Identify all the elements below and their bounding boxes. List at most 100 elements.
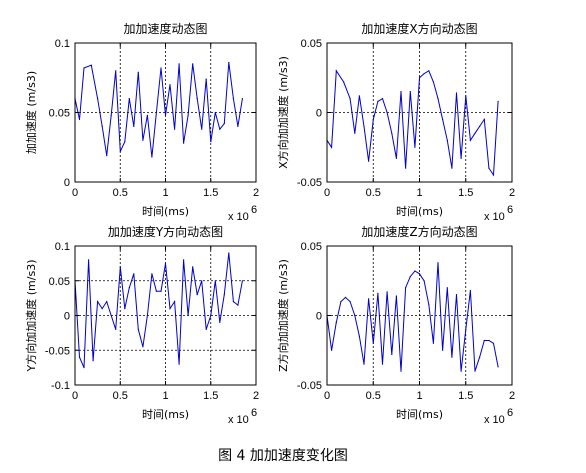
data-point bbox=[155, 111, 157, 114]
data-point bbox=[428, 70, 430, 72]
data-point bbox=[232, 301, 234, 303]
data-point bbox=[110, 314, 112, 317]
data-point bbox=[354, 314, 356, 317]
data-point bbox=[460, 370, 462, 372]
x-tick-label: 1.5 bbox=[458, 187, 473, 199]
data-point bbox=[474, 132, 476, 134]
data-point bbox=[460, 157, 462, 159]
data-point bbox=[241, 98, 243, 100]
data-point bbox=[497, 366, 499, 368]
data-point bbox=[414, 270, 416, 272]
chart-title: 加加速度Y方向动态图 bbox=[108, 224, 223, 239]
data-point bbox=[128, 287, 130, 289]
y-tick-label: 0.1 bbox=[55, 38, 70, 50]
data-point bbox=[97, 301, 99, 303]
data-point bbox=[160, 67, 162, 69]
data-point bbox=[237, 125, 239, 127]
y-tick-label: 0 bbox=[64, 311, 70, 323]
data-point bbox=[335, 70, 337, 72]
data-point bbox=[110, 114, 112, 116]
data-point bbox=[395, 157, 397, 159]
data-point bbox=[192, 266, 194, 268]
data-point bbox=[465, 95, 467, 97]
data-point bbox=[344, 296, 347, 298]
data-point bbox=[363, 363, 365, 365]
data-point bbox=[214, 280, 216, 282]
x-axis-exponent-power: 6 bbox=[507, 407, 513, 419]
data-point bbox=[174, 128, 176, 130]
data-point bbox=[386, 111, 388, 114]
data-point bbox=[414, 146, 416, 148]
data-point bbox=[446, 287, 448, 289]
y-tick-label: 0.05 bbox=[301, 241, 322, 253]
data-point bbox=[83, 67, 85, 69]
data-point bbox=[492, 174, 495, 176]
x-tick-label: 0.5 bbox=[113, 187, 128, 199]
data-point bbox=[88, 259, 90, 261]
x-axis-label: 时间(ms) bbox=[142, 408, 189, 421]
data-point bbox=[442, 349, 444, 351]
y-axis-label: Z方向加加速度 (m/s3) bbox=[276, 259, 290, 372]
y-tick-label: -0.05 bbox=[45, 345, 70, 357]
data-point bbox=[228, 252, 230, 254]
data-point bbox=[210, 314, 212, 317]
data-point bbox=[455, 92, 458, 94]
data-point bbox=[90, 64, 92, 66]
y-tick-label: -0.1 bbox=[51, 380, 70, 392]
data-point bbox=[174, 301, 176, 303]
data-point bbox=[178, 63, 180, 65]
data-point bbox=[492, 342, 495, 344]
data-point bbox=[169, 308, 171, 310]
data-point bbox=[349, 98, 351, 100]
x-tick-label: 0 bbox=[324, 187, 330, 199]
data-point bbox=[151, 156, 153, 158]
data-point bbox=[155, 290, 157, 292]
x-axis-exponent: x 10 bbox=[228, 414, 249, 426]
data-point bbox=[409, 276, 411, 278]
y-axis-label: Y方向加加速度 (m/s3) bbox=[24, 260, 38, 373]
x-axis-exponent: x 10 bbox=[484, 211, 505, 223]
x-tick-label: 2 bbox=[253, 187, 259, 199]
data-point bbox=[196, 98, 198, 100]
data-point bbox=[237, 304, 239, 306]
y-tick-label: -0.05 bbox=[297, 177, 322, 189]
data-point bbox=[418, 273, 421, 275]
data-point bbox=[400, 91, 402, 93]
data-point bbox=[137, 328, 139, 330]
data-point bbox=[178, 363, 180, 365]
x-axis-exponent-power: 6 bbox=[251, 204, 257, 216]
chart-title: 加加速度Z方向动态图 bbox=[361, 224, 477, 239]
x-tick-label: 1 bbox=[416, 187, 422, 199]
data-point bbox=[183, 259, 185, 261]
y-tick-label: 0.05 bbox=[49, 276, 70, 288]
data-point bbox=[124, 141, 126, 143]
data-point bbox=[187, 314, 189, 317]
figure-caption: 图 4 加加速度变化图 bbox=[218, 448, 348, 464]
data-point bbox=[160, 290, 162, 292]
data-point bbox=[219, 321, 221, 323]
data-point bbox=[488, 167, 490, 169]
data-point bbox=[142, 139, 144, 141]
x-axis-exponent-power: 6 bbox=[507, 204, 513, 216]
data-point bbox=[106, 301, 108, 303]
data-point bbox=[214, 111, 216, 114]
data-point bbox=[428, 303, 430, 305]
x-tick-label: 0 bbox=[72, 187, 78, 199]
x-tick-label: 2 bbox=[253, 390, 259, 402]
data-point bbox=[479, 356, 481, 358]
data-point bbox=[219, 128, 221, 130]
data-point bbox=[124, 308, 126, 310]
data-point bbox=[377, 100, 379, 102]
chart-title: 加加速度X方向动态图 bbox=[361, 21, 477, 36]
data-point bbox=[196, 294, 198, 296]
data-point bbox=[137, 71, 139, 73]
data-point bbox=[210, 141, 212, 143]
data-point bbox=[146, 114, 148, 116]
data-point bbox=[451, 356, 453, 358]
data-point bbox=[469, 289, 471, 292]
data-point bbox=[358, 95, 360, 97]
data-point bbox=[205, 328, 207, 330]
data-point bbox=[78, 118, 81, 121]
